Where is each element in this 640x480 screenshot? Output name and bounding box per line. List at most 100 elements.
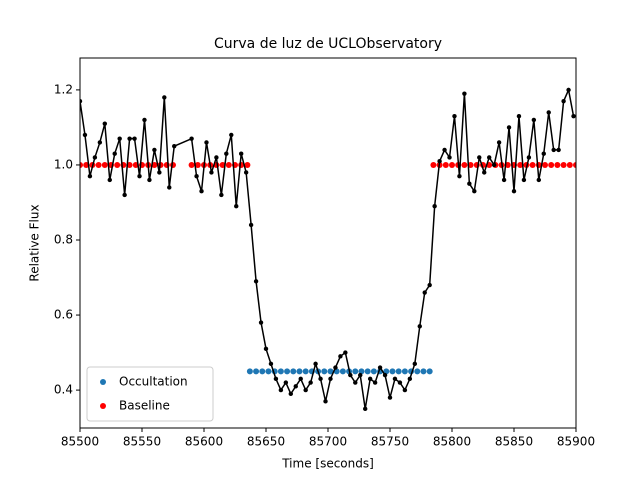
data-point [526,155,532,160]
data-point [204,140,209,145]
data-point [461,161,468,168]
data-point [389,368,396,375]
data-point [472,189,477,194]
x-tick-label: 85900 [557,435,595,449]
data-point [395,368,402,375]
data-point [293,384,298,389]
legend-box [86,366,214,422]
data-point [571,113,576,119]
data-point [348,372,353,378]
data-point [259,368,266,375]
data-point [253,368,260,375]
y-tick-label: 1.2 [54,82,73,96]
data-point [102,121,108,126]
data-point [152,147,157,153]
data-point [234,204,239,209]
data-point [308,380,313,385]
data-point [137,174,142,179]
x-tick-label: 85550 [123,435,161,449]
data-point [277,368,284,375]
data-point [541,151,546,156]
data-point [517,161,524,168]
data-point [554,161,561,168]
data-point [87,174,93,179]
data-point [426,368,433,375]
data-point [189,136,194,141]
data-point [82,132,88,138]
data-point [170,161,176,168]
data-point [427,282,432,288]
data-point [566,87,571,93]
data-point [107,177,112,183]
data-point [477,155,482,160]
data-point [298,376,303,382]
data-point [224,151,229,156]
data-point [529,161,536,168]
data-point [422,290,427,295]
legend-label: Baseline [119,399,170,413]
data-point [501,177,507,183]
data-point [447,155,452,160]
data-point [127,136,132,141]
data-point [157,170,162,175]
data-point [303,387,308,393]
data-point [327,368,334,375]
data-point [114,161,121,168]
data-point [343,350,348,355]
data-point [482,170,487,175]
data-point [302,368,309,375]
data-point [167,185,172,190]
data-point [333,365,338,370]
data-point [392,376,398,382]
data-point [536,177,541,183]
data-point [382,372,388,378]
data-point [387,395,393,400]
data-point [283,380,289,385]
data-point [560,161,567,168]
data-point [243,170,249,175]
data-point [263,346,269,352]
data-point [318,376,323,382]
data-point [417,324,422,329]
data-point [548,161,555,168]
data-point [573,161,576,168]
legend-marker [100,379,106,385]
y-tick-label: 0.6 [54,308,73,322]
data-point [188,161,195,168]
data-point [288,391,293,397]
data-point [420,368,427,375]
data-point [214,155,219,160]
data-point [364,368,371,375]
data-point [367,376,373,382]
data-point [496,140,502,145]
data-point [339,368,346,375]
data-point [246,368,253,375]
data-point [194,161,201,168]
data-point [353,380,358,385]
data-point [407,376,413,382]
plot-area [80,87,576,412]
data-point [273,376,279,382]
x-tick-label: 85850 [495,435,533,449]
data-point [402,387,408,393]
y-tick-label: 0.8 [54,232,73,246]
data-point [531,117,537,123]
data-point [372,380,378,385]
data-point [209,170,214,175]
data-point [323,399,328,404]
data-point [397,380,403,385]
data-point [219,192,224,198]
data-point [284,368,291,375]
data-point [542,161,548,168]
data-point [511,189,517,194]
data-point [80,98,83,104]
data-point [414,368,421,375]
data-point [244,161,251,168]
data-point [516,113,522,119]
data-point [442,147,447,153]
data-point [117,136,122,141]
x-tick-label: 85500 [61,435,99,449]
data-point [101,161,108,168]
data-point [521,177,527,183]
